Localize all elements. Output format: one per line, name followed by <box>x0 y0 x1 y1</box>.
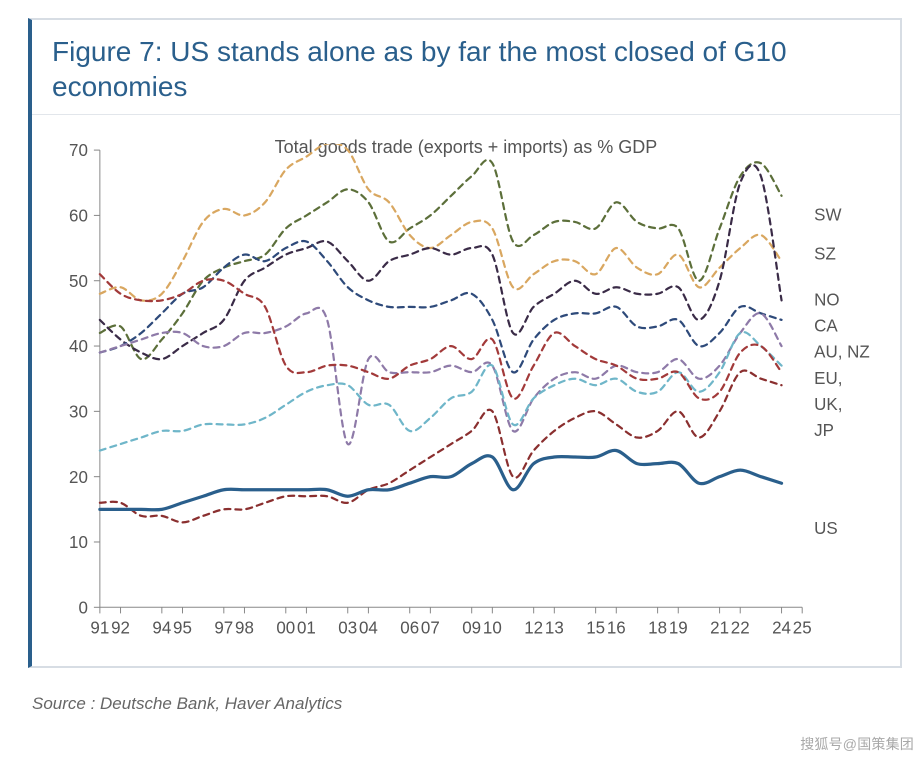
series-label-JP: JP <box>814 421 834 440</box>
x-tick-label: 15 <box>586 619 605 638</box>
series-UK <box>100 274 782 400</box>
y-tick-label: 20 <box>69 468 88 487</box>
series-label-NO: NO <box>814 290 839 309</box>
series-NO <box>100 165 782 359</box>
x-tick-label: 04 <box>359 619 378 638</box>
series-SZ <box>100 144 782 301</box>
line-chart-svg: 0 10 20 30 40 50 60 70 9192 9495 9798 0001 0304 0607 0… <box>44 144 888 652</box>
x-tick-label: 21 <box>710 619 729 638</box>
x-tick-label: 25 <box>793 619 812 638</box>
figure-title: Figure 7: US stands alone as by far the … <box>32 20 900 115</box>
y-tick-label: 50 <box>69 272 88 291</box>
series-label-US: US <box>814 519 838 538</box>
x-tick-label: 06 <box>400 619 419 638</box>
series-EU <box>100 332 782 451</box>
series-CA <box>100 241 782 372</box>
series-label-CA: CA <box>814 316 838 335</box>
x-tick-label: 24 <box>772 619 791 638</box>
series-US <box>100 450 782 509</box>
x-tick-label: 01 <box>297 619 316 638</box>
y-tick-label: 10 <box>69 533 88 552</box>
series-label-UK: UK, <box>814 395 842 414</box>
watermark-text: 搜狐号@国策集团 <box>800 734 914 754</box>
series-label-AU: AU, NZ <box>814 343 870 362</box>
series-JP <box>100 371 782 523</box>
x-tick-label: 13 <box>545 619 564 638</box>
y-tick-label: 70 <box>69 144 88 160</box>
x-tick-label: 16 <box>607 619 626 638</box>
series-label-SZ: SZ <box>814 245 836 264</box>
x-tick-label: 12 <box>524 619 543 638</box>
y-tick-label: 40 <box>69 337 88 356</box>
x-tick-label: 00 <box>276 619 295 638</box>
figure-card: Figure 7: US stands alone as by far the … <box>28 18 902 668</box>
source-text: Source : Deutsche Bank, Haver Analytics <box>32 694 342 714</box>
y-tick-label: 30 <box>69 402 88 421</box>
x-tick-label: 19 <box>669 619 688 638</box>
x-tick-label: 94 <box>152 619 171 638</box>
x-tick-label: 98 <box>235 619 254 638</box>
x-tick-label: 07 <box>421 619 440 638</box>
y-tick-label: 60 <box>69 206 88 225</box>
x-tick-label: 10 <box>483 619 502 638</box>
x-tick-label: 97 <box>214 619 233 638</box>
chart-plot-area: 0 10 20 30 40 50 60 70 9192 9495 9798 0001 0304 0607 0… <box>44 144 888 652</box>
series-AU <box>100 308 782 445</box>
x-tick-label: 09 <box>462 619 481 638</box>
series-label-SW: SW <box>814 205 842 224</box>
x-tick-label: 18 <box>648 619 667 638</box>
x-tick-label: 95 <box>173 619 192 638</box>
x-tick-label: 92 <box>111 619 130 638</box>
y-tick-label: 0 <box>78 598 87 617</box>
x-tick-label: 03 <box>338 619 357 638</box>
series-label-EU: EU, <box>814 369 842 388</box>
x-tick-label: 91 <box>90 619 109 638</box>
series-SW <box>100 160 782 360</box>
x-tick-label: 22 <box>731 619 750 638</box>
